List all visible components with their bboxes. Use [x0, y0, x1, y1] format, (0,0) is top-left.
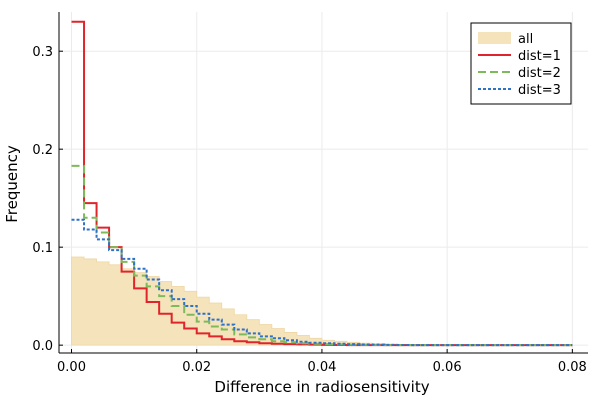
legend-label: dist=2	[518, 66, 561, 81]
x-tick-label: 0.02	[182, 360, 211, 375]
legend-label: all	[518, 32, 533, 47]
y-axis-title: Frequency	[3, 145, 21, 223]
x-tick-label: 0.00	[57, 360, 86, 375]
legend: all dist=1 dist=2 dist=3	[470, 22, 572, 105]
legend-label: dist=3	[518, 83, 561, 98]
tick-labels: 0.00 0.02 0.04 0.06 0.08 0.0 0.1 0.2 0.3	[32, 45, 587, 375]
x-axis-title: Difference in radiosensitivity	[214, 378, 429, 396]
axes	[58, 12, 588, 354]
legend-label: dist=1	[518, 49, 561, 64]
y-tick-label: 0.0	[32, 339, 53, 354]
y-tick-label: 0.1	[32, 241, 53, 256]
x-tick-label: 0.08	[558, 360, 587, 375]
series-dist-1	[71, 20, 573, 347]
x-tick-label: 0.06	[433, 360, 462, 375]
y-tick-label: 0.2	[32, 143, 53, 158]
series-layer	[71, 20, 573, 347]
series-dist-3	[71, 218, 573, 347]
y-tick-label: 0.3	[32, 45, 53, 60]
legend-swatch	[478, 32, 511, 44]
x-tick-label: 0.04	[307, 360, 336, 375]
